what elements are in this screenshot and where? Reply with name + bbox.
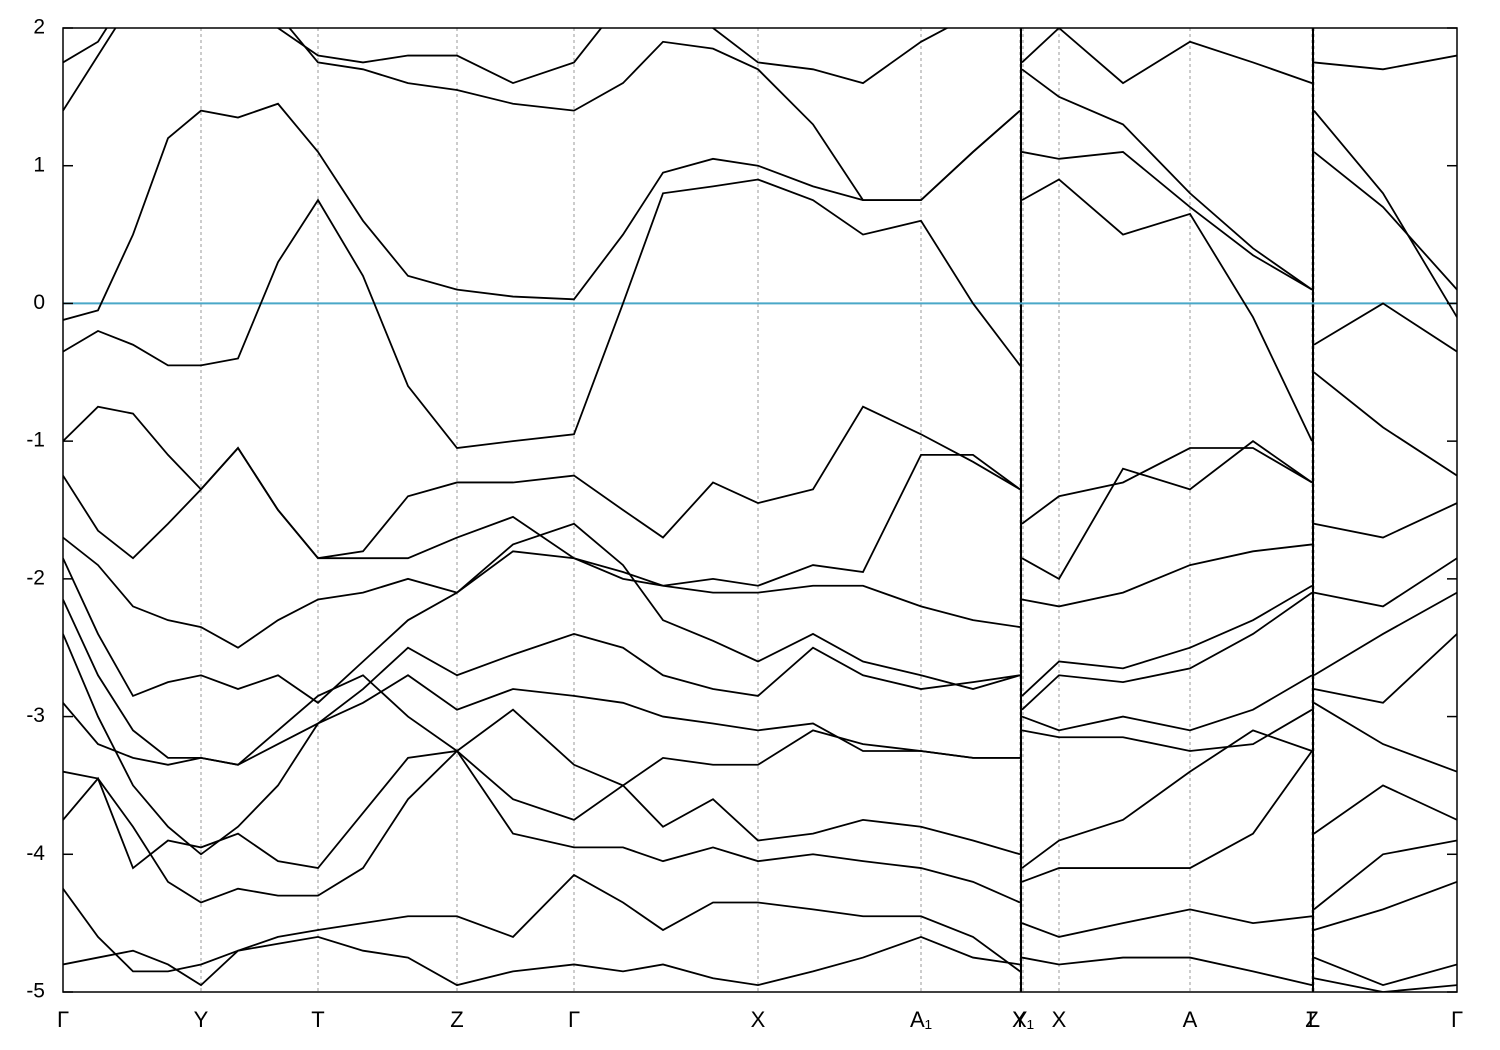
band bbox=[63, 522, 1457, 704]
x-tick-label: L bbox=[1308, 1007, 1320, 1032]
y-tick-label: 2 bbox=[33, 16, 45, 39]
band bbox=[63, 28, 1457, 291]
band bbox=[63, 873, 1457, 987]
x-tick-label: X bbox=[751, 1007, 766, 1032]
band bbox=[63, 729, 1457, 911]
band bbox=[63, 935, 1457, 992]
band bbox=[63, 446, 1457, 587]
x-tick-label: Y bbox=[1013, 1007, 1028, 1032]
x-tick-label: Γ bbox=[568, 1007, 580, 1032]
x-tick-label: A₁ bbox=[910, 1007, 932, 1032]
band-layer bbox=[63, 28, 1457, 992]
x-tick-label: Z bbox=[1305, 1007, 1318, 1032]
x-tick-label: T bbox=[311, 1007, 324, 1032]
x-tick-label: A bbox=[1183, 1007, 1198, 1032]
x-tick-label: X₁ bbox=[1012, 1007, 1034, 1032]
band bbox=[63, 591, 1457, 766]
grid-layer bbox=[62, 28, 1458, 992]
x-tick-label: Y bbox=[194, 1007, 209, 1032]
x-tick-label: Z bbox=[450, 1007, 463, 1032]
band bbox=[63, 536, 1457, 649]
band bbox=[63, 674, 1457, 835]
plot-frame bbox=[62, 27, 1458, 993]
y-tick-label: 1 bbox=[33, 153, 45, 176]
x-tick-label: Γ bbox=[1451, 1007, 1463, 1032]
y-tick-label: 0 bbox=[33, 291, 45, 314]
y-tick-label: -2 bbox=[26, 566, 45, 589]
y-tick-label: -5 bbox=[26, 980, 45, 1003]
band bbox=[63, 178, 1457, 449]
band bbox=[63, 749, 1457, 931]
band bbox=[63, 28, 1457, 85]
x-tick-label: X bbox=[1052, 1007, 1067, 1032]
x-tick-label: Γ bbox=[57, 1007, 69, 1032]
y-tick-label: -4 bbox=[26, 842, 45, 865]
y-tick-label: -3 bbox=[26, 704, 45, 727]
band bbox=[63, 102, 1457, 321]
band bbox=[63, 371, 1457, 581]
y-tick-label: -1 bbox=[26, 429, 45, 452]
